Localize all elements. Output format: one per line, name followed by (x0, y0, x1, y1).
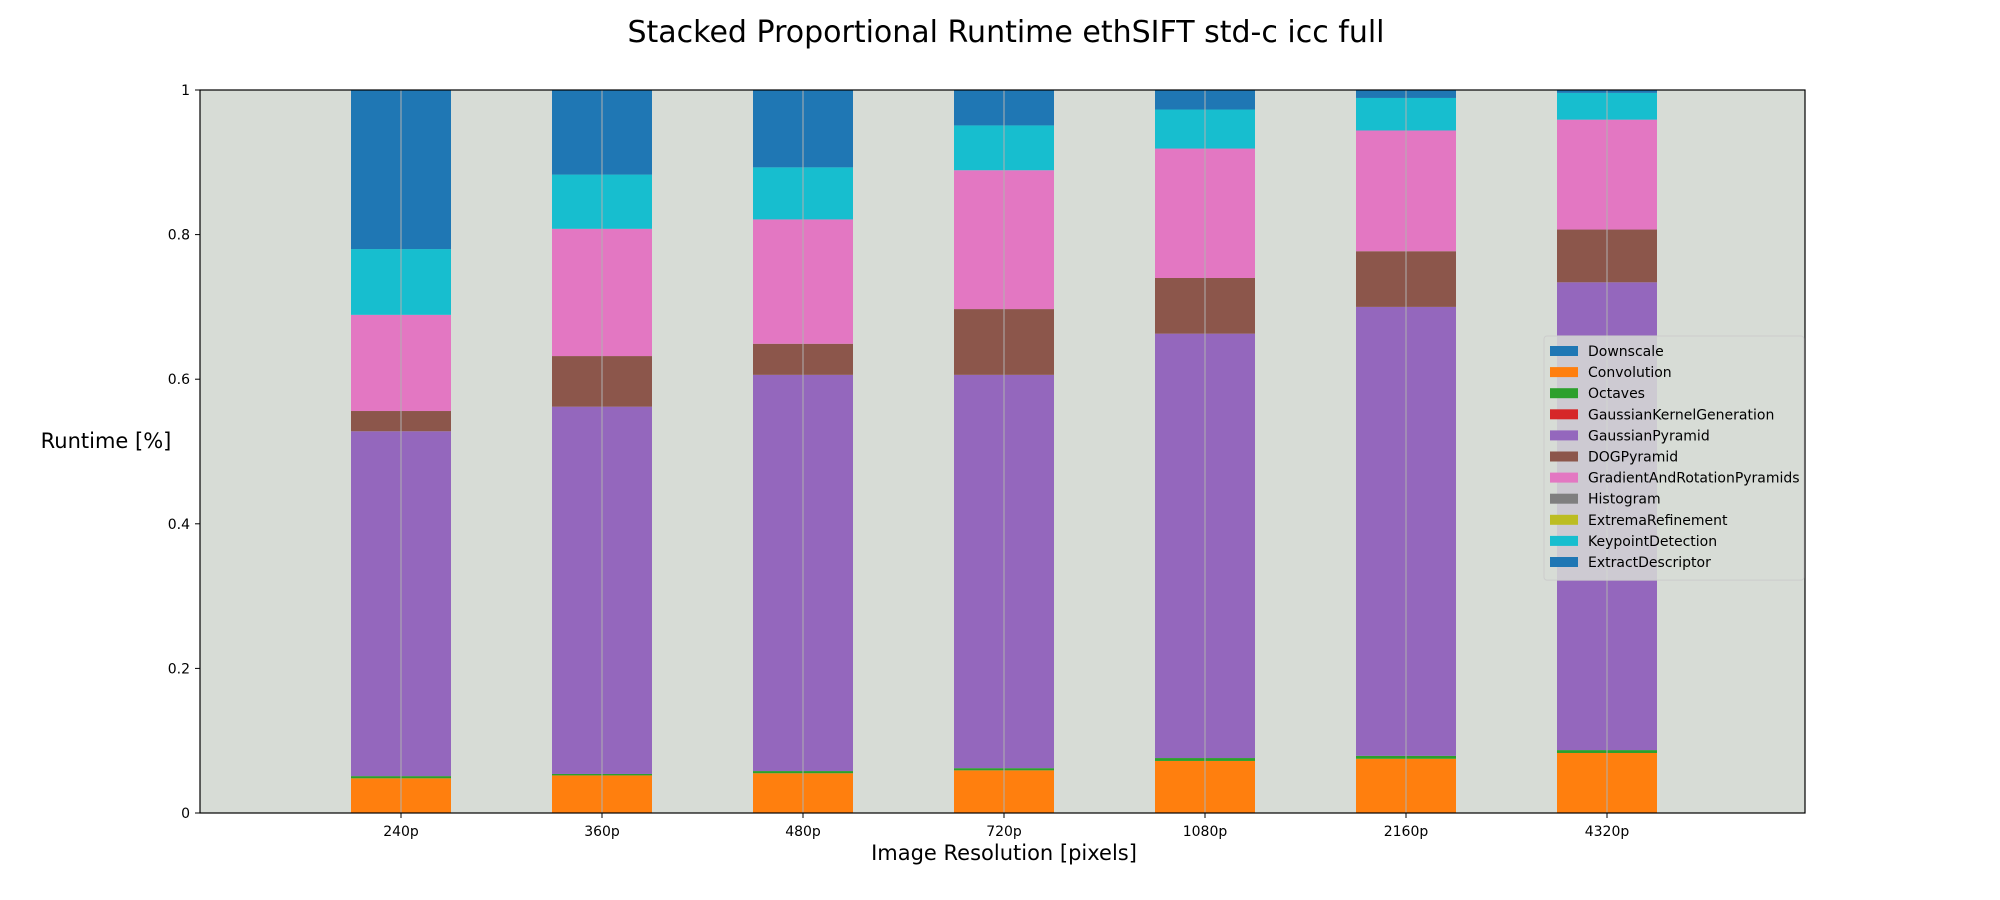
chart-title: Stacked Proportional Runtime ethSIFT std… (627, 15, 1384, 50)
legend-label-keypointdetection: KeypointDetection (1588, 534, 1717, 550)
x-tick-label-480p: 480p (785, 824, 821, 840)
legend-swatch-extremarefinement (1550, 514, 1578, 525)
y-axis: 0 0.2 0.4 0.6 0.8 1 (168, 83, 200, 822)
x-tick-label-720p: 720p (986, 824, 1022, 840)
legend-swatch-gradientandrotationpyramids (1550, 472, 1578, 483)
legend-swatch-histogram (1550, 493, 1578, 504)
legend-swatch-dogpyramid (1550, 451, 1578, 462)
legend-swatch-keypointdetection (1550, 535, 1578, 546)
legend-swatch-downscale (1550, 346, 1578, 356)
legend-swatch-gaussiankernelgeneration (1550, 409, 1578, 420)
y-tick-label-0.8: 0.8 (168, 228, 190, 244)
x-axis-label: Image Resolution [pixels] (871, 841, 1137, 865)
plot-frame (199, 89, 1806, 814)
legend-label-gaussianpyramid: GaussianPyramid (1588, 428, 1710, 444)
legend-label-convolution: Convolution (1588, 365, 1672, 381)
legend: Downscale Convolution Octaves GaussianKerne… (1543, 335, 1805, 581)
x-tick-label-240p: 240p (383, 824, 419, 840)
x-tick-label-2160p: 2160p (1384, 824, 1429, 840)
y-axis-label: Runtime [%] (41, 429, 172, 453)
y-tick-label-0.4: 0.4 (168, 517, 190, 533)
legend-swatch-extractdescriptor (1550, 557, 1578, 567)
x-axis: 240p 360p 480p 720p 1080p 2160p 4320p (383, 813, 1629, 840)
legend-swatch-convolution (1550, 367, 1578, 378)
legend-label-gaussiankernelgeneration: GaussianKernelGeneration (1588, 407, 1774, 423)
legend-label-dogpyramid: DOGPyramid (1588, 450, 1678, 466)
legend-label-octaves: Octaves (1588, 386, 1645, 402)
x-tick-label-360p: 360p (584, 824, 620, 840)
x-tick-label-4320p: 4320p (1585, 824, 1630, 840)
y-tick-label-1: 1 (181, 83, 190, 99)
y-tick-label-0: 0 (181, 806, 190, 822)
legend-label-extremarefinement: ExtremaRefinement (1588, 513, 1728, 529)
y-tick-label-0.6: 0.6 (168, 372, 190, 388)
legend-box (1543, 335, 1805, 581)
legend-label-extractdescriptor: ExtractDescriptor (1588, 555, 1711, 571)
x-tick-label-1080p: 1080p (1183, 824, 1228, 840)
legend-label-gradientandrotationpyramids: GradientAndRotationPyramids (1588, 471, 1800, 487)
legend-label-downscale: Downscale (1588, 344, 1664, 360)
y-tick-label-0.2: 0.2 (168, 661, 190, 677)
legend-label-histogram: Histogram (1588, 492, 1661, 508)
legend-swatch-gaussianpyramid (1550, 430, 1578, 441)
legend-swatch-octaves (1550, 388, 1578, 399)
